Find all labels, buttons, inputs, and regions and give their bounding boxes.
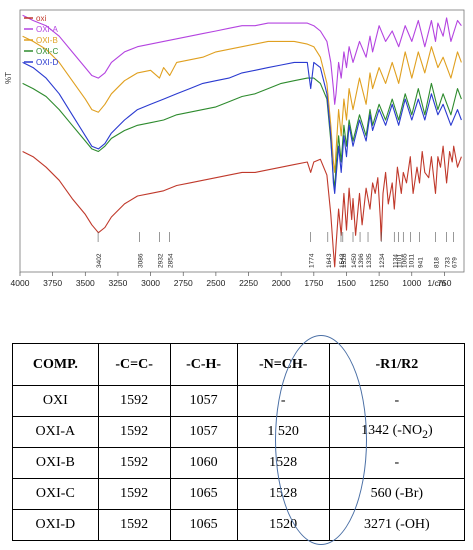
cell-compound: OXI-B — [12, 447, 99, 479]
x-tick-label: 1750 — [304, 278, 323, 288]
cell-compound: OXI-D — [12, 509, 99, 541]
plot-frame — [19, 9, 465, 273]
x-tick-label: 3750 — [43, 278, 62, 288]
legend-label: OXI-C — [36, 47, 58, 56]
cell-ch: 1065 — [169, 478, 238, 510]
cell-nch: - — [236, 385, 330, 417]
peak-label: 818 — [434, 257, 441, 268]
x-tick-label: 3500 — [76, 278, 95, 288]
peak-label: 2854 — [168, 253, 175, 268]
ir-assignment-table: COMP. -C=C- -C-H- -N=CH- -R1/R2 OXI 1592… — [12, 343, 466, 541]
ir-spectrum-chart: %T 4000 3750 3500 3250 3000 2750 2500 2250 2000 17… — [4, 9, 465, 288]
assignment-table-container: COMP. -C=C- -C-H- -N=CH- -R1/R2 OXI 1592… — [12, 343, 466, 541]
legend-label: OXI-A — [36, 25, 58, 34]
legend-label: OXI-B — [36, 36, 58, 45]
peak-label: 1528 — [341, 253, 348, 268]
cell-ch: 1060 — [169, 447, 238, 479]
peak-label: 1134 — [392, 254, 399, 268]
x-tick-label: 1250 — [370, 278, 389, 288]
peak-label: 1643 — [326, 253, 333, 268]
cell-cc: 1592 — [97, 478, 171, 510]
table-header-row: COMP. -C=C- -C-H- -N=CH- -R1/R2 — [12, 343, 466, 386]
x-tick-label: 1500 — [337, 278, 356, 288]
header-compound: COMP. — [12, 343, 99, 386]
x-tick-label: 2250 — [239, 278, 258, 288]
series-line-oxi-a — [22, 14, 462, 105]
cell-cc: 1592 — [97, 447, 171, 479]
peak-label: 679 — [452, 257, 459, 268]
peak-label: 1450 — [351, 253, 358, 268]
x-tick-label: 2750 — [174, 278, 193, 288]
peak-label: 1335 — [366, 253, 373, 268]
peak-label: 3402 — [96, 253, 103, 268]
y-axis-label: %T — [4, 72, 13, 84]
header-cc: -C=C- — [97, 343, 171, 386]
header-nch: -N=CH- — [236, 343, 330, 386]
peak-label: 1396 — [358, 253, 365, 268]
table-row: OXI-D 1592 1065 1520 3271 (-OH) — [12, 509, 466, 541]
series-line-oxi — [22, 145, 462, 268]
series-line-oxi-c — [22, 77, 462, 189]
cell-compound: OXI-C — [12, 478, 99, 510]
header-r1r2: -R1/R2 — [328, 343, 466, 386]
cell-nch: 1 520 — [236, 416, 330, 448]
peak-label: 733 — [445, 257, 452, 268]
legend-label: oxi — [36, 14, 46, 23]
cell-nch: 1528 — [236, 447, 330, 479]
subscript: 2 — [422, 427, 428, 441]
cell-compound: OXI — [12, 385, 99, 417]
cell-ch: 1057 — [169, 416, 238, 448]
peak-label: 2932 — [157, 253, 164, 268]
peak-label: 1101 — [397, 254, 404, 268]
x-tick-label: 3000 — [141, 278, 160, 288]
peak-label: 1774 — [309, 253, 316, 268]
peak-label: 1542 — [339, 253, 346, 268]
header-ch: -C-H- — [169, 343, 238, 386]
cell-ch: 1057 — [169, 385, 238, 417]
table-row: OXI-C 1592 1065 1528 560 (-Br) — [12, 478, 466, 510]
cell-compound: OXI-A — [12, 416, 99, 448]
peak-label: 941 — [417, 257, 424, 268]
x-tick-label: 3250 — [108, 278, 127, 288]
cell-cc: 1592 — [97, 416, 171, 448]
x-tick-label: 1000 — [402, 278, 421, 288]
peak-label: 1065 — [401, 253, 408, 268]
cell-r1r2: - — [328, 447, 466, 479]
cell-nch: 1528 — [236, 478, 330, 510]
x-tick-label: 4000 — [11, 278, 30, 288]
table-row: OXI-B 1592 1060 1528 - — [12, 447, 466, 479]
table-row: OXI-A 1592 1057 1 520 1342 (-NO2) — [12, 416, 466, 448]
x-axis-label: 1/cm — [427, 278, 445, 288]
x-tick-label: 750 — [437, 278, 451, 288]
cell-r1r2: - — [328, 385, 466, 417]
peak-label: 1011 — [408, 254, 415, 268]
cell-cc: 1592 — [97, 385, 171, 417]
peak-label: 1234 — [379, 253, 386, 268]
peak-label: 3086 — [137, 253, 144, 268]
cell-r1r2: 560 (-Br) — [328, 478, 466, 510]
series-line-oxi-d — [22, 61, 462, 194]
table-row: OXI 1592 1057 - - — [12, 385, 466, 417]
cell-nch: 1520 — [236, 509, 330, 541]
legend-label: OXI-D — [36, 58, 58, 67]
cell-r1r2: 3271 (-OH) — [328, 509, 466, 541]
x-tick-label: 2500 — [206, 278, 225, 288]
x-tick-label: 2000 — [272, 278, 291, 288]
cell-ch: 1065 — [169, 509, 238, 541]
cell-cc: 1592 — [97, 509, 171, 541]
cell-r1r2: 1342 (-NO2) — [328, 416, 466, 448]
series-line-oxi-b — [22, 35, 462, 173]
